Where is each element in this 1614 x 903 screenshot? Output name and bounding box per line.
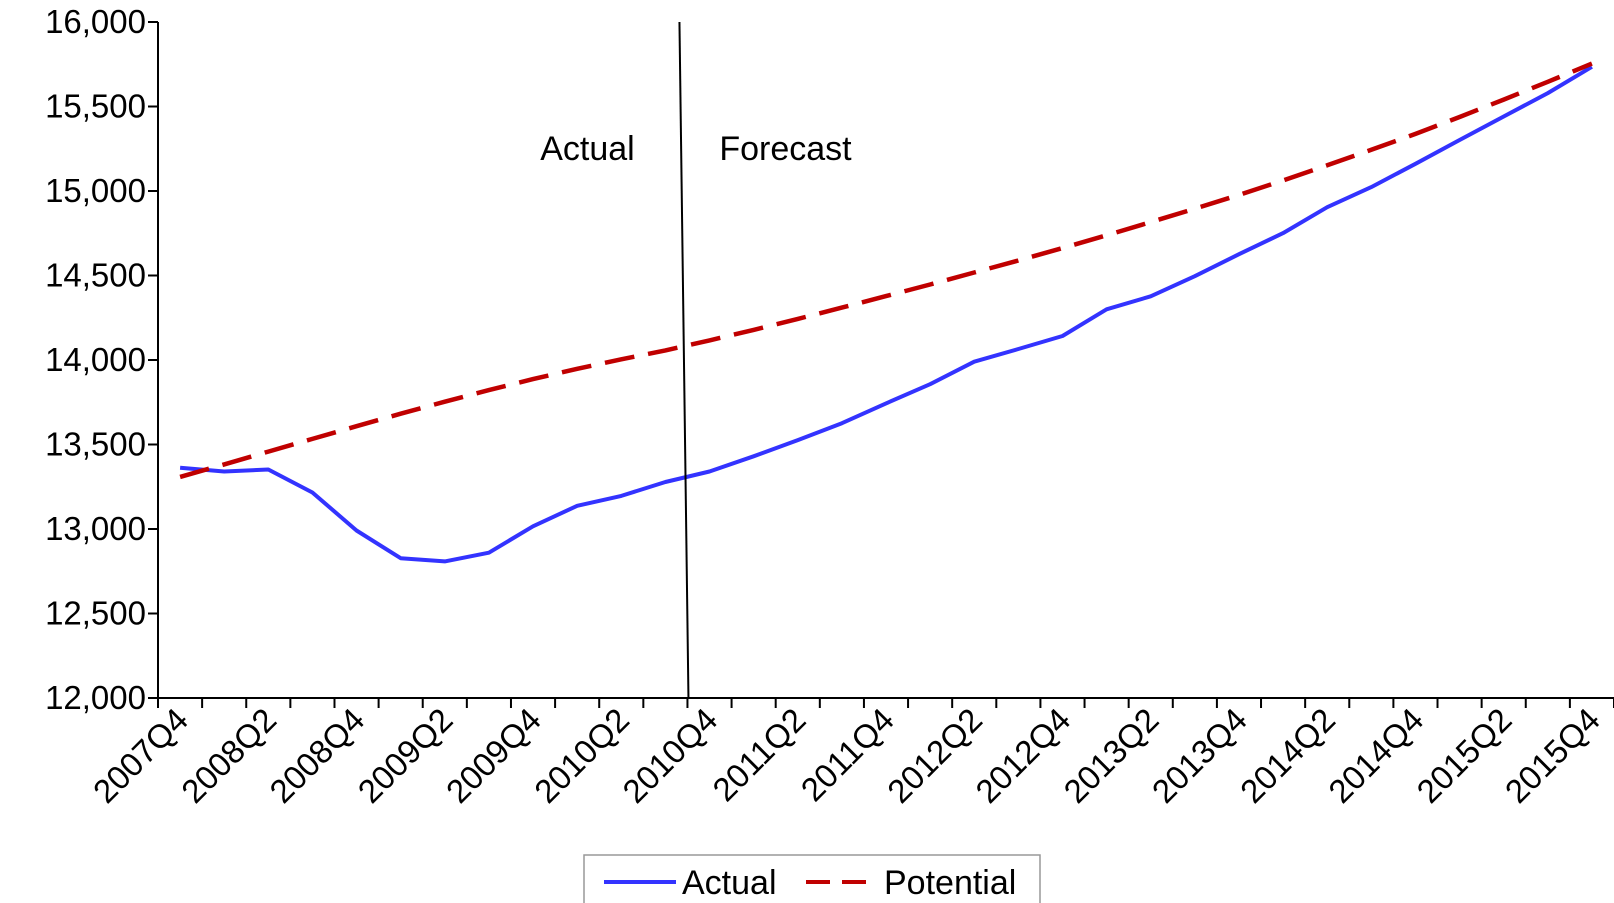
annotation-forecast: Forecast [719,130,852,168]
y-tick-label: 16,000 [45,3,146,40]
y-tick-label: 13,000 [45,510,146,547]
x-tick-label: 2010Q4 [615,701,724,810]
actual-forecast-divider [678,21,690,699]
y-tick-label: 15,000 [45,172,146,209]
legend-label-potential: Potential [884,864,1016,902]
series-line-actual [179,65,1593,564]
x-tick-label: 2014Q4 [1321,701,1430,810]
x-tick-label: 2008Q2 [174,701,283,810]
legend-label-actual: Actual [682,864,777,902]
x-tick-label: 2009Q2 [351,701,460,810]
x-tick-label: 2013Q4 [1145,701,1254,810]
y-tick-label: 12,000 [45,679,146,716]
y-tick-label: 14,500 [45,257,146,294]
y-tick-label: 13,500 [45,426,146,463]
y-tick-label: 15,500 [45,88,146,125]
x-tick-label: 2009Q4 [439,701,548,810]
x-tick-label: 2011Q4 [793,701,900,808]
y-tick-label: 12,500 [45,595,146,632]
x-tick-label: 2012Q4 [968,701,1077,810]
x-tick-label: 2013Q2 [1056,701,1165,810]
x-tick-label: 2007Q4 [86,701,195,810]
x-axis: 2007Q42008Q22008Q42009Q22009Q42010Q22010… [86,697,1614,810]
series-layer [179,61,1593,564]
x-tick-label: 2015Q4 [1498,701,1607,810]
legend: Actual Potential [583,854,1041,903]
legend-box [583,854,1041,903]
annotation-actual: Actual [540,130,635,168]
y-axis: 12,000 12,500 13,000 13,500 14,000 14,500 15,0… [45,3,159,716]
x-tick-label: 2015Q2 [1409,701,1518,810]
x-tick-label: 2011Q2 [705,701,812,808]
x-tick-label: 2008Q4 [262,701,371,810]
x-tick-label: 2010Q2 [527,701,636,810]
x-tick-label: 2012Q2 [880,701,989,810]
y-tick-label: 14,000 [45,341,146,378]
x-tick-label: 2014Q2 [1233,701,1342,810]
series-line-potential [179,61,1593,480]
